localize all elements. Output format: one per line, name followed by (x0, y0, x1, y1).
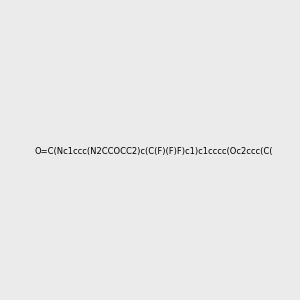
Text: O=C(Nc1ccc(N2CCOCC2)c(C(F)(F)F)c1)c1cccc(Oc2ccc(C(: O=C(Nc1ccc(N2CCOCC2)c(C(F)(F)F)c1)c1cccc… (34, 147, 273, 156)
